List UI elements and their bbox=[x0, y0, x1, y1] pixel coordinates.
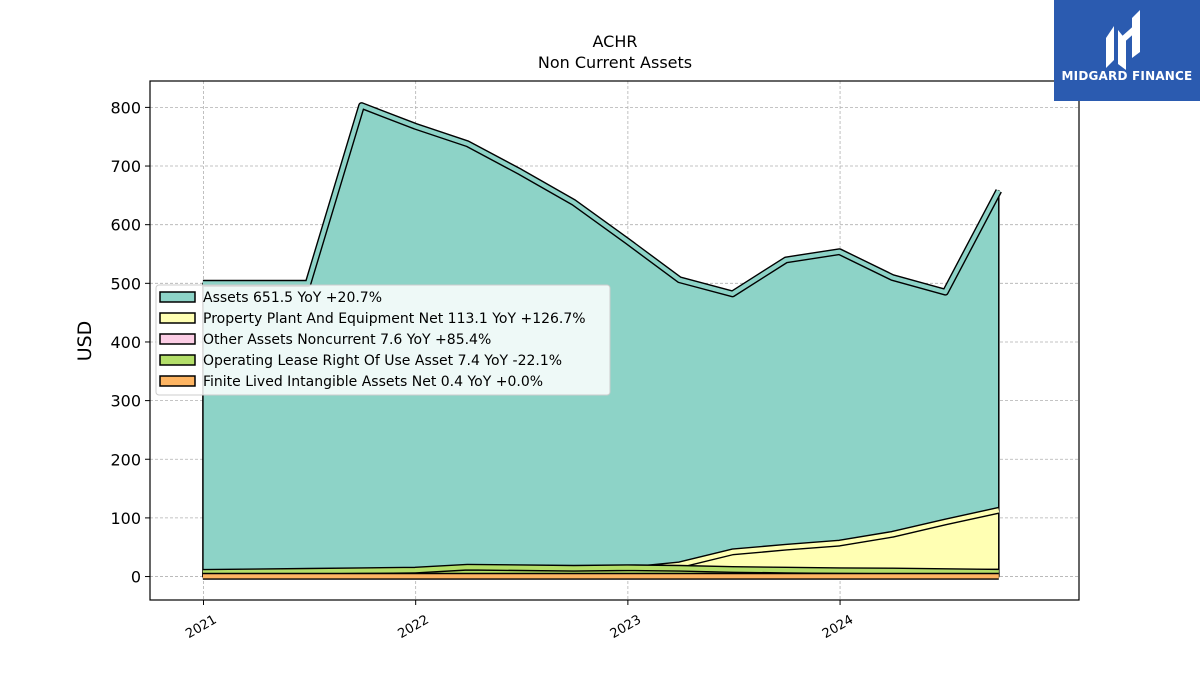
y-tick-label: 600 bbox=[110, 216, 141, 235]
series-line-assets bbox=[202, 103, 1001, 296]
legend-swatch bbox=[159, 333, 196, 345]
x-tick-label: 2022 bbox=[396, 612, 432, 642]
legend-swatch bbox=[159, 375, 196, 387]
legend-swatch bbox=[159, 312, 196, 324]
y-tick-label: 300 bbox=[110, 392, 141, 411]
chart-title: ACHR bbox=[593, 32, 638, 51]
legend-label: Finite Lived Intangible Assets Net 0.4 Y… bbox=[203, 374, 543, 390]
legend-swatch bbox=[159, 354, 196, 366]
y-tick-label: 500 bbox=[110, 274, 141, 293]
chart-subtitle: Non Current Assets bbox=[538, 53, 692, 72]
legend-box bbox=[155, 284, 611, 396]
legend-label: Assets 651.5 YoY +20.7% bbox=[203, 290, 382, 306]
x-tick-label: 2021 bbox=[183, 612, 219, 642]
y-tick-label: 400 bbox=[110, 333, 141, 352]
x-axis: 2021 2022 2023 2024 bbox=[183, 600, 856, 642]
y-axis: 0 100 200 300 400 500 600 700 800 bbox=[110, 98, 150, 587]
x-tick-label: 2024 bbox=[820, 612, 856, 642]
legend-swatch bbox=[159, 291, 196, 303]
x-tick-label: 2023 bbox=[608, 612, 644, 642]
brand-logo: MIDGARD FINANCE bbox=[1054, 0, 1200, 101]
y-tick-label: 800 bbox=[110, 98, 141, 117]
legend: Assets 651.5 YoY +20.7% Property Plant An… bbox=[155, 284, 611, 396]
legend-label: Property Plant And Equipment Net 113.1 Y… bbox=[203, 311, 586, 327]
brand-mark-icon bbox=[1106, 10, 1140, 70]
y-tick-label: 100 bbox=[110, 509, 141, 528]
y-tick-label: 200 bbox=[110, 450, 141, 469]
legend-label: Other Assets Noncurrent 7.6 YoY +85.4% bbox=[203, 332, 491, 348]
series-line-operating-lease-right-of-use-asset bbox=[202, 565, 999, 575]
brand-name: MIDGARD FINANCE bbox=[1061, 69, 1193, 83]
legend-label: Operating Lease Right Of Use Asset 7.4 Y… bbox=[203, 353, 562, 369]
y-axis-label: USD bbox=[74, 321, 96, 362]
y-tick-label: 700 bbox=[110, 157, 141, 176]
y-tick-label: 0 bbox=[131, 568, 141, 587]
plot-frame bbox=[149, 80, 1080, 601]
